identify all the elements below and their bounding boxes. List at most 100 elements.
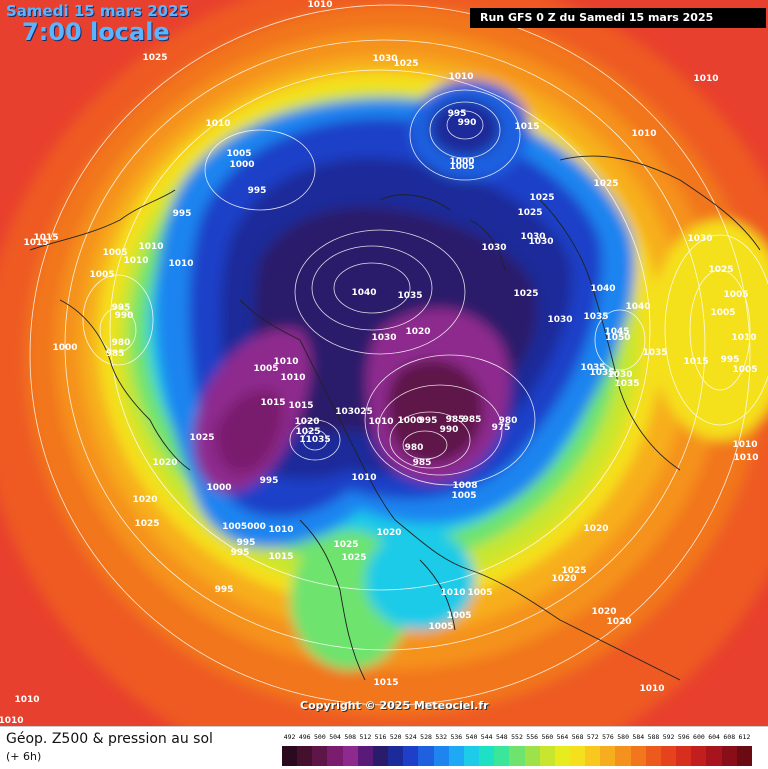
pressure-label: 1030 <box>687 234 712 244</box>
pressure-label: 990 <box>440 425 459 435</box>
pressure-label: 1010 <box>631 129 656 139</box>
legend-swatch <box>403 746 419 766</box>
legend-swatch <box>600 746 616 766</box>
pressure-label: 1020 <box>376 528 401 538</box>
legend-label: 540 <box>465 733 478 741</box>
legend-swatch <box>615 746 631 766</box>
legend-swatch <box>282 746 298 766</box>
map-panel: 1025 1030 1025 1010 1010 995 990 1015 1010 1010 10… <box>0 0 768 726</box>
legend-label: 520 <box>389 733 402 741</box>
legend-label: 600 <box>693 733 705 741</box>
pressure-label: 1020 <box>132 495 157 505</box>
pressure-label: 1030 <box>528 237 553 247</box>
pressure-label: 995 <box>231 548 250 558</box>
legend-swatch <box>524 746 540 766</box>
legend-label: 608 <box>723 733 736 741</box>
legend-label: 568 <box>571 733 584 741</box>
pressure-label: 1030 <box>607 370 632 380</box>
pressure-label: 985 <box>413 458 432 468</box>
pressure-label: 1010 <box>138 242 163 252</box>
pressure-label: 1025 <box>189 433 214 443</box>
pressure-label: 995 <box>419 416 438 426</box>
pressure-label: 1010 <box>123 256 148 266</box>
pressure-label: 1035 <box>580 363 605 373</box>
pressure-label: 1015 <box>514 122 539 132</box>
pressure-label: 1010 <box>0 716 24 726</box>
pressure-label: 1000 <box>229 160 254 170</box>
pressure-label: 990 <box>115 311 134 321</box>
legend-label: 584 <box>632 733 645 741</box>
pressure-label: 1045 <box>604 327 629 337</box>
pressure-label: 1025 <box>517 208 542 218</box>
color-legend: 492 496 500 504 508 512 516 520 524 528 532 536 540 5… <box>282 733 752 766</box>
run-banner: Run GFS 0 Z du Samedi 15 mars 2025 <box>470 8 766 28</box>
legend-label: 564 <box>556 733 569 741</box>
pressure-label: 1010 <box>273 357 298 367</box>
pressure-label: 1030 <box>520 232 545 242</box>
pressure-label: 1005 <box>446 611 471 621</box>
pressure-label: 985 <box>106 349 125 359</box>
pressure-label: 995 <box>215 585 234 595</box>
legend-swatch <box>372 746 389 766</box>
pressure-label: 1020 <box>152 458 177 468</box>
legend-label: 492 <box>283 733 296 741</box>
legend-label: 536 <box>450 733 463 741</box>
pressure-label: 1005 <box>449 162 474 172</box>
legend-label: 596 <box>677 733 690 741</box>
pressure-label: 995 <box>721 355 740 365</box>
legend-swatch <box>660 746 677 766</box>
pressure-label: 1035 <box>614 379 639 389</box>
chart-subtitle: (+ 6h) <box>6 750 42 763</box>
pressure-label: 1025 <box>333 540 358 550</box>
pressure-label: 1025 <box>393 59 418 69</box>
legend-label: 516 <box>374 733 387 741</box>
forecast-time: 7:00 locale <box>22 18 170 46</box>
pressure-label: 1005 <box>226 149 251 159</box>
pressure-label: 1010 <box>731 333 756 343</box>
pressure-label: 1010 <box>307 0 332 10</box>
pressure-label: 1010 <box>14 695 39 705</box>
pressure-label: 995 <box>173 209 192 219</box>
pressure-label: 1020 <box>591 607 616 617</box>
legend-label: 572 <box>586 733 599 741</box>
pressure-label: 995 <box>112 303 131 313</box>
legend-label: 504 <box>329 733 341 741</box>
legend-swatch <box>691 746 707 766</box>
pressure-label: 995 <box>237 538 256 548</box>
pressure-label: 1015 <box>260 398 285 408</box>
legend-label: 556 <box>526 733 539 741</box>
pressure-label: 1005 <box>102 248 127 258</box>
pressure-label: 1005000 <box>222 522 266 532</box>
legend-label: 588 <box>647 733 660 741</box>
pressure-label: 1025 <box>529 193 554 203</box>
chart-title: Géop. Z500 & pression au sol <box>6 731 213 747</box>
pressure-label: 11035 <box>299 435 330 445</box>
legend-swatch <box>312 746 328 766</box>
pressure-label: 1030 <box>547 315 572 325</box>
pressure-label: 1025 <box>341 553 366 563</box>
pressure-label: 1010 <box>351 473 376 483</box>
pressure-label: 1015 <box>33 233 58 243</box>
legend-label: 528 <box>420 733 432 741</box>
legend-swatch <box>630 746 646 766</box>
pressure-label: 1050 <box>605 333 630 343</box>
pressure-label: 1025 <box>134 519 159 529</box>
pressure-label: 1020 <box>606 617 631 627</box>
pressure-label: 1010 <box>693 74 718 84</box>
pressure-label: 995 <box>248 186 267 196</box>
legend-label: 604 <box>708 733 720 741</box>
legend-label: 552 <box>511 733 523 741</box>
pressure-label: 1040 <box>590 284 615 294</box>
legend-swatch <box>736 746 752 766</box>
pressure-label: 1015 <box>23 238 48 248</box>
legend-label: 496 <box>298 733 311 741</box>
pressure-label: 1025 <box>142 53 167 63</box>
pressure-label: 990 <box>458 118 477 128</box>
pressure-label: 1005 <box>732 365 757 375</box>
pressure-label: 1015 <box>288 401 313 411</box>
pressure-label: 1030 <box>481 243 506 253</box>
pressure-label: 1020 <box>405 327 430 337</box>
legend-swatch <box>509 746 525 766</box>
legend-swatch <box>297 746 313 766</box>
